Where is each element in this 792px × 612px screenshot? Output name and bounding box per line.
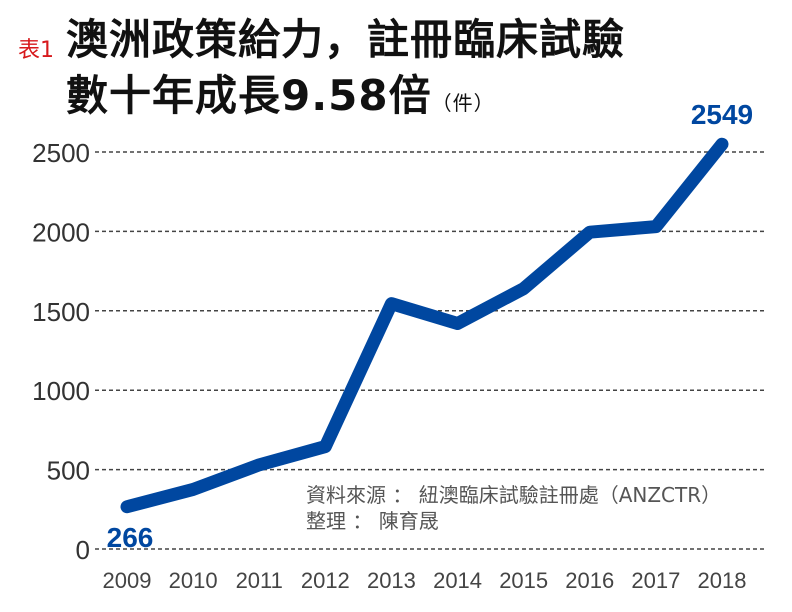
- data-point: [522, 287, 525, 290]
- x-tick-label: 2018: [698, 568, 747, 593]
- x-tick-label: 2011: [236, 568, 283, 593]
- data-point: [456, 322, 459, 325]
- x-tick-label: 2012: [301, 568, 350, 593]
- data-point: [324, 445, 327, 448]
- data-point: [588, 231, 591, 234]
- data-series-line: [120, 137, 729, 514]
- x-tick-label: 2010: [169, 568, 218, 593]
- y-tick-label: 1500: [32, 297, 90, 327]
- data-point: [258, 463, 261, 466]
- x-tick-label: 2009: [103, 568, 152, 593]
- y-tick-label: 1000: [32, 376, 90, 406]
- source-line: 資料來源 ： 紐澳臨床試驗註冊處（ANZCTR）: [306, 483, 722, 507]
- x-tick-label: 2016: [565, 568, 614, 593]
- chart-title-line2: 數十年成長9.58倍（件）: [66, 62, 495, 123]
- data-point: [126, 505, 128, 508]
- source-note: 資料來源 ： 紐澳臨床試驗註冊處（ANZCTR） 整理 ： 陳育晟: [306, 482, 721, 534]
- data-label: 266: [107, 522, 154, 553]
- x-tick-label: 2013: [367, 568, 416, 593]
- data-point: [390, 302, 393, 305]
- y-tick-label: 500: [47, 456, 90, 486]
- data-point: [721, 143, 723, 146]
- data-label: 2549: [691, 99, 753, 130]
- chart-title-line1: 澳洲政策給力，註冊臨床試驗: [66, 15, 626, 64]
- data-point: [192, 488, 195, 491]
- x-tick-label: 2017: [631, 568, 680, 593]
- y-tick-label: 2000: [32, 217, 90, 247]
- y-tick-label: 0: [76, 535, 90, 565]
- x-tick-label: 2015: [499, 568, 548, 593]
- x-tick-label: 2014: [433, 568, 482, 593]
- data-point: [654, 225, 657, 228]
- title-line2-text: 數十年成長9.58倍: [66, 71, 432, 120]
- editor-line: 整理 ： 陳育晟: [306, 509, 439, 533]
- unit-label: （件）: [431, 91, 495, 115]
- table-tag: 表1: [18, 38, 54, 63]
- y-tick-label: 2500: [32, 138, 90, 168]
